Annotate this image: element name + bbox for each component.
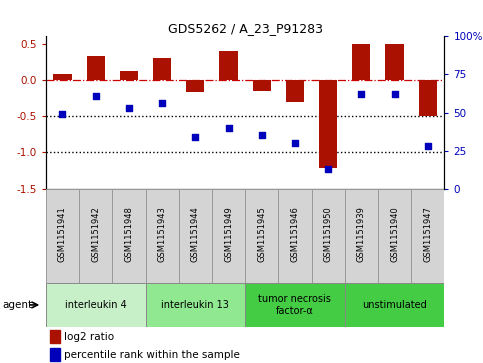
Point [191,134,199,140]
Bar [352,44,370,80]
Bar [46,283,145,327]
Bar [50,330,59,343]
Bar [245,283,345,327]
Point [391,91,398,97]
Bar [50,348,59,361]
Bar [411,189,444,283]
Text: GSM1151940: GSM1151940 [390,206,399,262]
Bar [219,51,238,80]
Text: agent: agent [2,300,32,310]
Text: interleukin 13: interleukin 13 [161,300,229,310]
Bar [312,189,345,283]
Point [158,101,166,106]
Bar [419,80,437,116]
Bar [319,80,337,168]
Bar [46,189,79,283]
Bar [245,189,278,283]
Text: log2 ratio: log2 ratio [64,332,114,342]
Text: GSM1151942: GSM1151942 [91,206,100,262]
Text: GSM1151939: GSM1151939 [357,206,366,262]
Bar [378,189,411,283]
Point [324,166,332,172]
Bar [120,71,138,80]
Text: GSM1151947: GSM1151947 [423,206,432,262]
Text: GSM1151943: GSM1151943 [157,206,167,262]
Point [291,140,299,146]
Bar [345,283,444,327]
Text: percentile rank within the sample: percentile rank within the sample [64,350,240,360]
Text: interleukin 4: interleukin 4 [65,300,127,310]
Point [92,93,99,99]
Bar [153,58,171,80]
Point [424,143,432,149]
Text: GSM1151948: GSM1151948 [125,206,133,262]
Text: GSM1151945: GSM1151945 [257,206,266,262]
Text: unstimulated: unstimulated [362,300,427,310]
Point [225,125,232,131]
Text: GSM1151941: GSM1151941 [58,206,67,262]
Text: GSM1151946: GSM1151946 [290,206,299,262]
Text: GSM1151944: GSM1151944 [191,206,200,262]
Title: GDS5262 / A_23_P91283: GDS5262 / A_23_P91283 [168,22,323,35]
Bar [186,80,204,92]
Point [357,91,365,97]
Bar [212,189,245,283]
Bar [112,189,145,283]
Text: GSM1151950: GSM1151950 [324,206,333,262]
Point [258,132,266,138]
Point [125,105,133,111]
Bar [278,189,312,283]
Bar [179,189,212,283]
Bar [79,189,112,283]
Bar [53,74,71,80]
Text: GSM1151949: GSM1151949 [224,206,233,262]
Text: tumor necrosis
factor-α: tumor necrosis factor-α [258,294,331,316]
Bar [145,283,245,327]
Bar [385,44,404,80]
Bar [145,189,179,283]
Bar [345,189,378,283]
Bar [86,56,105,80]
Bar [286,80,304,102]
Bar [253,80,271,91]
Point [58,111,66,117]
